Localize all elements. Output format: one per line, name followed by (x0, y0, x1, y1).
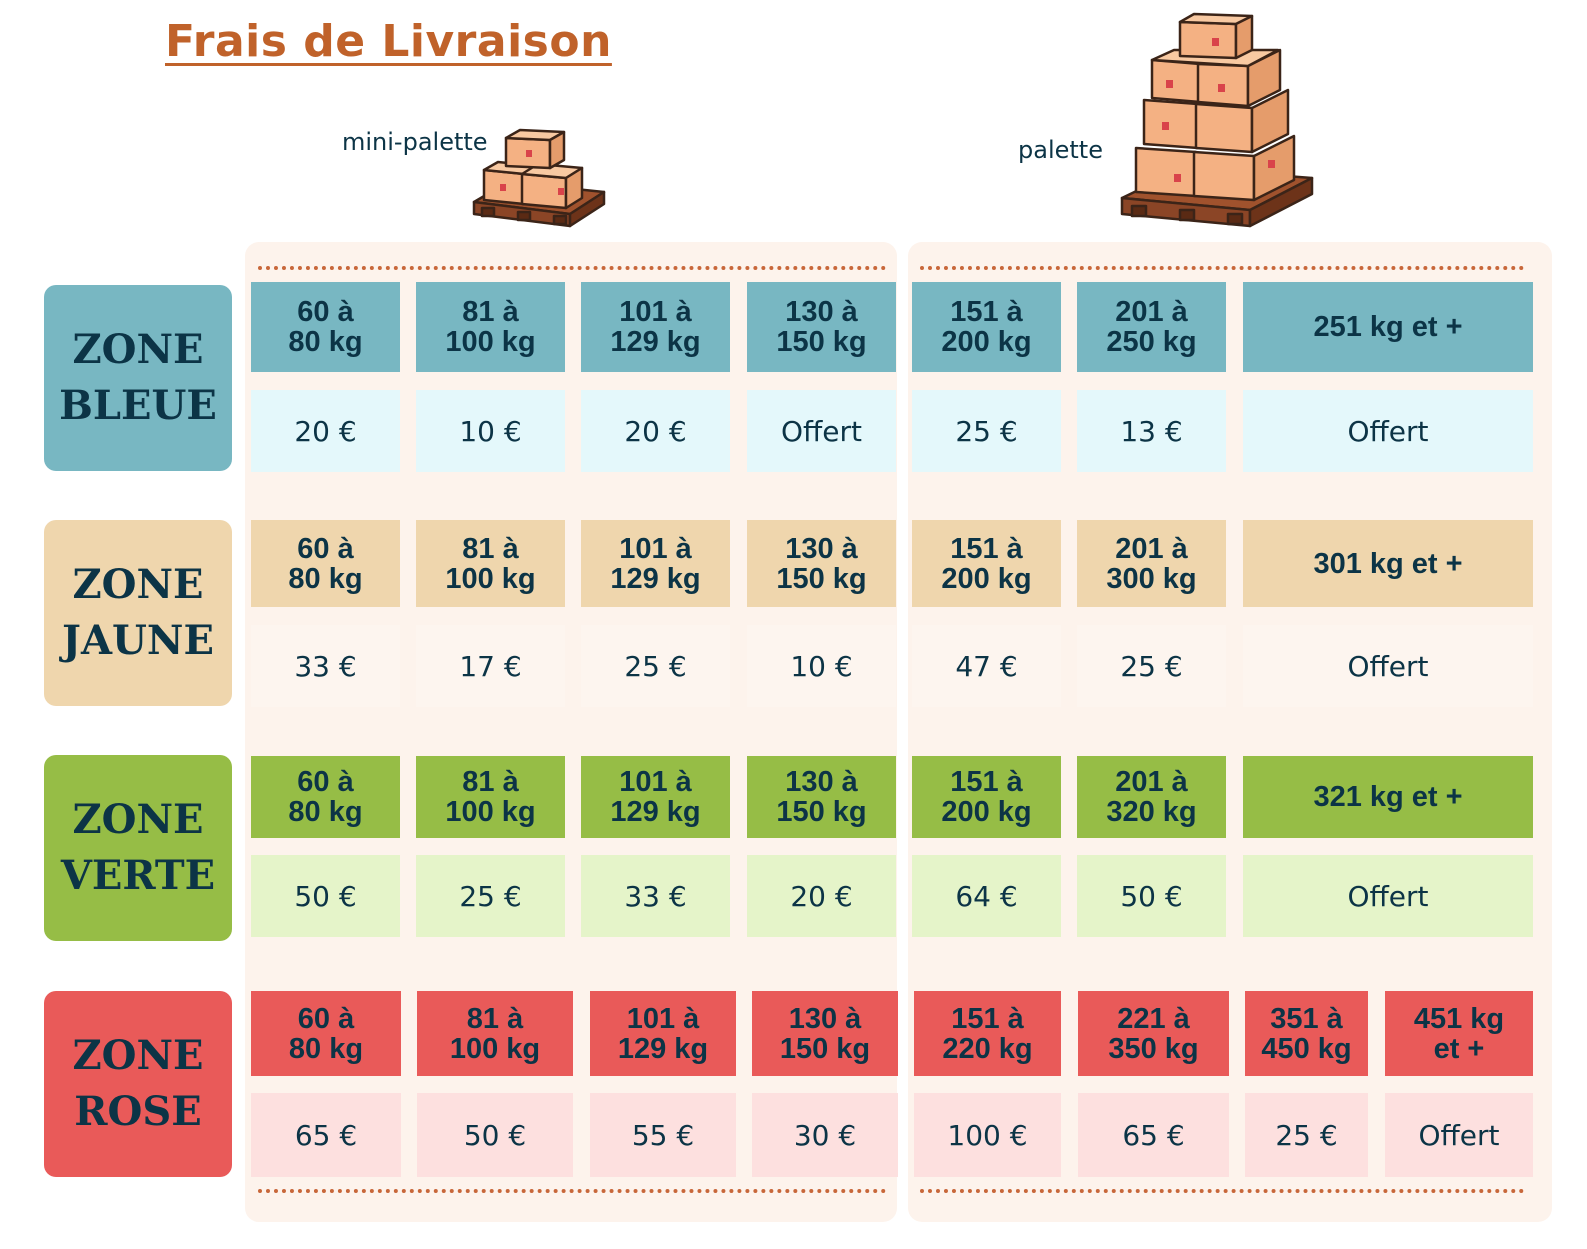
price-cell: 20 € (581, 390, 730, 472)
price-cell: 20 € (251, 390, 400, 472)
price-cell: 25 € (1077, 625, 1226, 707)
price-cell: 50 € (251, 855, 400, 937)
mini-palette-icon (472, 128, 606, 228)
weight-range-header: 301 kg et + (1243, 520, 1533, 607)
price-cell: Offert (1243, 625, 1533, 707)
weight-range-header: 130 à 150 kg (747, 282, 896, 372)
price-cell: 17 € (416, 625, 565, 707)
weight-range-header: 151 à 200 kg (912, 282, 1061, 372)
weight-range-header: 151 à 200 kg (912, 756, 1061, 838)
weight-range-header: 101 à 129 kg (581, 520, 730, 607)
weight-range-header: 81 à 100 kg (416, 282, 565, 372)
weight-range-header: 101 à 129 kg (581, 282, 730, 372)
price-cell: Offert (747, 390, 896, 472)
weight-range-header: 81 à 100 kg (417, 991, 573, 1076)
price-cell: 20 € (747, 855, 896, 937)
price-cell: 50 € (1077, 855, 1226, 937)
price-cell: 13 € (1077, 390, 1226, 472)
page-title: Frais de Livraison (165, 16, 612, 67)
weight-range-header: 60 à 80 kg (251, 991, 401, 1076)
price-cell: Offert (1243, 390, 1533, 472)
price-cell: 25 € (1245, 1093, 1368, 1177)
price-cell: Offert (1243, 855, 1533, 937)
price-cell: 25 € (416, 855, 565, 937)
price-cell: 10 € (416, 390, 565, 472)
price-cell: Offert (1385, 1093, 1533, 1177)
price-cell: 65 € (251, 1093, 401, 1177)
mini-palette-caption: mini-palette (342, 128, 488, 156)
weight-range-header: 151 à 200 kg (912, 520, 1061, 607)
weight-range-header: 101 à 129 kg (590, 991, 736, 1076)
top-divider-left (258, 266, 886, 270)
zone-rose-label: ZONE ROSE (44, 991, 232, 1177)
bottom-divider-right (920, 1189, 1524, 1193)
weight-range-header: 201 à 320 kg (1077, 756, 1226, 838)
weight-range-header: 221 à 350 kg (1078, 991, 1229, 1076)
weight-range-header: 251 kg et + (1243, 282, 1533, 372)
weight-range-header: 201 à 250 kg (1077, 282, 1226, 372)
palette-caption: palette (1018, 136, 1103, 164)
price-cell: 30 € (752, 1093, 898, 1177)
price-cell: 64 € (912, 855, 1061, 937)
zone-verte-label: ZONE VERTE (44, 755, 232, 941)
weight-range-header: 60 à 80 kg (251, 520, 400, 607)
price-cell: 47 € (912, 625, 1061, 707)
bottom-divider-left (258, 1189, 886, 1193)
price-cell: 25 € (912, 390, 1061, 472)
price-cell: 10 € (747, 625, 896, 707)
weight-range-header: 101 à 129 kg (581, 756, 730, 838)
weight-range-header: 60 à 80 kg (251, 282, 400, 372)
weight-range-header: 351 à 450 kg (1245, 991, 1368, 1076)
weight-range-header: 60 à 80 kg (251, 756, 400, 838)
price-cell: 33 € (251, 625, 400, 707)
weight-range-header: 130 à 150 kg (747, 756, 896, 838)
zone-jaune-label: ZONE JAUNE (44, 520, 232, 706)
weight-range-header: 201 à 300 kg (1077, 520, 1226, 607)
zone-bleue-label: ZONE BLEUE (44, 285, 232, 471)
price-cell: 33 € (581, 855, 730, 937)
price-cell: 50 € (417, 1093, 573, 1177)
palette-icon (1120, 12, 1314, 228)
weight-range-header: 81 à 100 kg (416, 756, 565, 838)
weight-range-header: 151 à 220 kg (914, 991, 1061, 1076)
weight-range-header: 321 kg et + (1243, 756, 1533, 838)
top-divider-right (920, 266, 1524, 270)
weight-range-header: 130 à 150 kg (752, 991, 898, 1076)
price-cell: 25 € (581, 625, 730, 707)
weight-range-header: 130 à 150 kg (747, 520, 896, 607)
price-cell: 55 € (590, 1093, 736, 1177)
weight-range-header: 451 kg et + (1385, 991, 1533, 1076)
weight-range-header: 81 à 100 kg (416, 520, 565, 607)
price-cell: 100 € (914, 1093, 1061, 1177)
price-cell: 65 € (1078, 1093, 1229, 1177)
